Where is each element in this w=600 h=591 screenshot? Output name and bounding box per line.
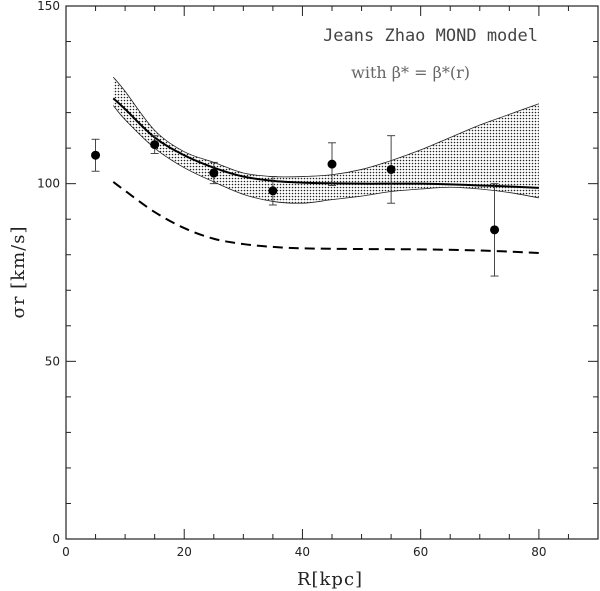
axes-layer [65,5,599,540]
solid-model-line [112,97,539,189]
points-layer [91,135,500,277]
band-lower-edge [112,105,539,204]
x-tick-label: 20 [177,545,192,559]
data-point [490,225,500,235]
data-point [209,168,219,178]
data-point [386,164,396,174]
band-upper-edge [112,76,540,178]
chart-subtitle: with β* = β*(r) [351,63,470,82]
x-tick-label: 80 [531,545,546,559]
y-tick-label: 0 [52,532,60,546]
data-point [150,140,160,150]
dashed-model-line [112,181,539,254]
lines-layer [112,97,539,254]
x-tick-label: 60 [413,545,428,559]
x-tick-label: 40 [295,545,310,559]
uncertainty-band [113,77,539,204]
x-tick-label: 0 [62,545,70,559]
y-tick-label: 150 [37,0,60,13]
band-layer [112,76,540,204]
x-axis-title: R[kpc] [297,569,363,590]
ticks-layer: 0 20 40 60 80 0 50 100 150 [37,0,599,559]
chart-title: Jeans Zhao MOND model [323,26,538,46]
y-tick-label: 50 [45,354,60,368]
plot-frame [65,5,599,540]
y-axis-title: σr [km/s] [8,226,29,319]
data-point [268,186,278,196]
data-point [327,159,337,169]
y-tick-label: 100 [37,177,60,191]
data-point [91,150,101,160]
